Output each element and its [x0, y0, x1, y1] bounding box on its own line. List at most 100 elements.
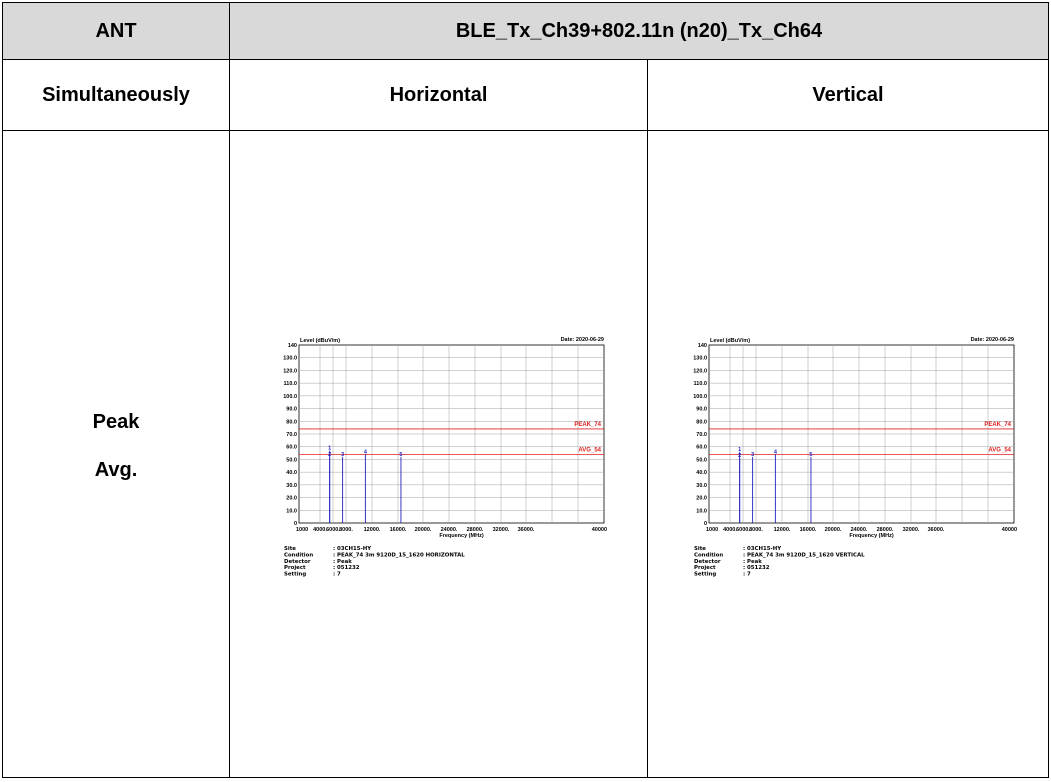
info-label: Detector: [694, 559, 721, 565]
x-tick-label: 8000.: [339, 527, 353, 533]
marker-label: 5: [809, 452, 812, 458]
x-tick-label: 28000.: [467, 527, 484, 533]
y-tick-label: 100.0: [283, 394, 297, 400]
info-label: Setting: [694, 572, 716, 578]
y-tick-label: 20.0: [696, 496, 707, 502]
header-row: ANT BLE_Tx_Ch39+802.11n (n20)_Tx_Ch64: [2, 2, 1050, 60]
x-axis-title: Frequency (MHz): [849, 533, 893, 539]
peak-label: Peak: [92, 411, 140, 433]
info-label: Condition: [694, 552, 723, 558]
vertical-header: Vertical: [646, 59, 1050, 131]
x-tick-label: 24000.: [850, 527, 867, 533]
y-tick-label: 70.0: [696, 432, 707, 438]
marker-label: 2: [328, 452, 331, 458]
info-value: : PEAK_74 3m 9120D_15_1620 HORIZONTAL: [333, 552, 465, 558]
info-label: Condition: [284, 552, 313, 558]
marker-label: 3: [751, 452, 754, 458]
y-tick-label: 40.0: [286, 470, 297, 476]
x-tick-label: 32000.: [902, 527, 919, 533]
x-tick-label: 36000.: [927, 527, 944, 533]
x-tick-label: 16000.: [799, 527, 816, 533]
x-tick-label: 16000.: [390, 527, 407, 533]
x-tick-label: 40000: [1001, 527, 1016, 533]
x-tick-label: 1000: [296, 527, 308, 533]
info-value: : 7: [333, 572, 341, 578]
avg-label: Avg.: [94, 459, 138, 481]
detector-cell: Peak Avg.: [2, 130, 230, 778]
y-tick-label: 60.0: [286, 445, 297, 451]
limit-line-label: AVG_54: [988, 447, 1011, 453]
info-value: : 03CH15-HY: [743, 546, 781, 552]
y-tick-label: 30.0: [286, 483, 297, 489]
info-value: : Peak: [333, 559, 352, 565]
measurement-info: Site : 03CH15-HY Condition : PEAK_74 3m 912…: [694, 546, 865, 578]
measurement-info: Site : 03CH15-HY Condition : PEAK_74 3m 912…: [284, 546, 465, 578]
y-tick-label: 120.0: [693, 368, 707, 374]
limit-line-label: AVG_54: [578, 447, 601, 453]
x-tick-label: 1000: [706, 527, 718, 533]
y-tick-label: 10.0: [696, 508, 707, 514]
y-tick-label: 0: [703, 521, 706, 527]
horizontal-plot-cell: 0 10.0 20.0 30.0 40.0 50.0 60.0 70.0 80.0 90.0 100…: [229, 130, 648, 778]
chart-date: Date: 2020-06-29: [970, 337, 1013, 343]
y-tick-label: 0: [294, 521, 297, 527]
x-tick-label: 4000.: [313, 527, 327, 533]
info-value: : 051232: [333, 565, 360, 571]
horizontal-emission-chart: 0 10.0 20.0 30.0 40.0 50.0 60.0 70.0 80.0 90.0 100…: [283, 337, 607, 578]
info-value: : PEAK_74 3m 9120D_15_1620 VERTICAL: [743, 552, 865, 558]
x-tick-label: 6000.: [326, 527, 340, 533]
y-tick-label: 110.0: [284, 381, 297, 387]
x-tick-label: 28000.: [876, 527, 893, 533]
x-tick-label: 36000.: [518, 527, 535, 533]
info-label: Site: [284, 546, 296, 552]
y-tick-label: 90.0: [286, 407, 297, 413]
marker-label: 1: [328, 446, 331, 452]
y-tick-label: 140: [288, 343, 297, 349]
x-tick-label: 40000: [592, 527, 607, 533]
y-tick-label: 10.0: [286, 508, 297, 514]
x-tick-label: 12000.: [364, 527, 381, 533]
y-tick-label: 120.0: [283, 368, 297, 374]
info-value: : Peak: [743, 559, 762, 565]
y-tick-label: 80.0: [696, 419, 707, 425]
y-tick-label: 50.0: [286, 457, 297, 463]
x-tick-label: 12000.: [773, 527, 790, 533]
x-tick-label: 20000.: [415, 527, 432, 533]
plot-row: Peak Avg. 0 10.0 20.0 30.0 40.0 50.0 60.0 70.0 8…: [2, 130, 1050, 778]
info-value: : 03CH15-HY: [333, 546, 371, 552]
x-tick-label: 4000.: [723, 527, 737, 533]
marker-label: 1: [738, 447, 741, 453]
y-tick-label: 50.0: [696, 457, 707, 463]
y-tick-label: 130.0: [693, 356, 707, 362]
y-axis-title: Level (dBuV/m): [300, 338, 340, 344]
info-label: Setting: [284, 572, 306, 578]
y-tick-label: 110.0: [693, 381, 706, 387]
info-label: Detector: [284, 559, 311, 565]
y-tick-label: 30.0: [696, 483, 707, 489]
y-tick-label: 90.0: [696, 407, 707, 413]
info-label: Site: [694, 546, 706, 552]
x-tick-label: 32000.: [493, 527, 510, 533]
chart-date: Date: 2020-06-29: [561, 337, 604, 343]
x-tick-label: 20000.: [824, 527, 841, 533]
ant-header: ANT: [2, 2, 230, 60]
limit-line-label: PEAK_74: [984, 422, 1011, 428]
y-tick-label: 100.0: [693, 394, 707, 400]
y-tick-label: 130.0: [283, 356, 297, 362]
subheader-row: Simultaneously Horizontal Vertical: [2, 59, 1050, 131]
marker-label: 3: [341, 452, 344, 458]
x-tick-label: 24000.: [441, 527, 458, 533]
x-tick-label: 6000.: [736, 527, 750, 533]
marker-label: 2: [738, 453, 741, 459]
y-tick-label: 40.0: [696, 470, 707, 476]
x-tick-label: 8000.: [749, 527, 763, 533]
marker-label: 5: [399, 452, 402, 458]
vertical-plot-cell: 0 10.0 20.0 30.0 40.0 50.0 60.0 70.0 80.0 90.0 100…: [646, 130, 1050, 778]
mode-title: BLE_Tx_Ch39+802.11n (n20)_Tx_Ch64: [228, 2, 1050, 60]
simultaneously-header: Simultaneously: [2, 59, 230, 131]
y-axis-title: Level (dBuV/m): [710, 338, 750, 344]
y-tick-label: 60.0: [696, 445, 707, 451]
horizontal-header: Horizontal: [229, 59, 648, 131]
y-tick-label: 70.0: [286, 432, 297, 438]
